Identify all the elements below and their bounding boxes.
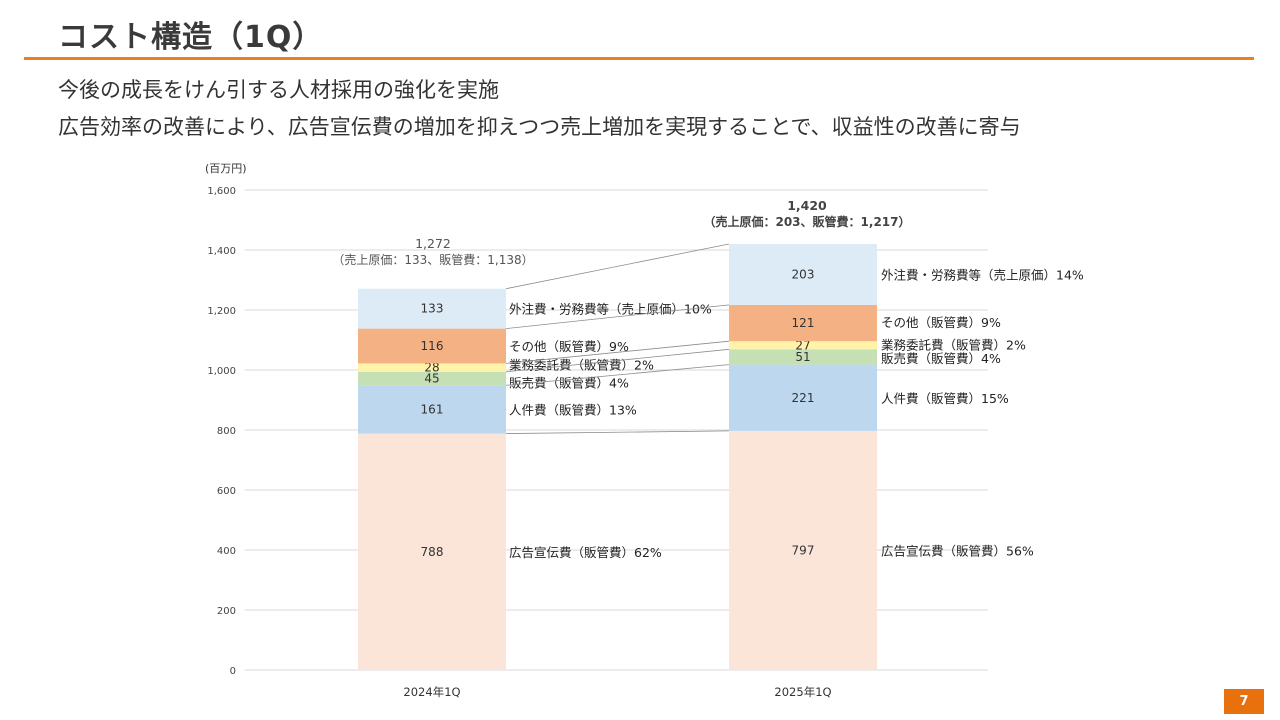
bar-value-label: 28: [424, 361, 439, 375]
series-share-label: その他（販管費）9%: [881, 315, 1001, 330]
bar-segment: [729, 304, 877, 342]
bar-segment: [729, 430, 877, 670]
bar-segment: [358, 385, 506, 434]
bar-value-label: 45: [424, 372, 439, 386]
bar-value-label: 221: [792, 391, 815, 405]
x-category-label: 2025年1Q: [774, 685, 831, 699]
connector-line: [505, 304, 730, 329]
subtitle-line-2: 広告効率の改善により、広告宣伝費の増加を抑えつつ売上増加を実現することで、収益性…: [58, 115, 1021, 139]
bar-value-label: 121: [792, 316, 815, 330]
bar-segment: [358, 363, 506, 372]
y-tick-label: 1,600: [207, 186, 236, 197]
y-tick-label: 1,000: [207, 366, 236, 377]
series-share-label: 業務委託費（販管費）2%: [509, 358, 654, 373]
page-title: コスト構造（1Q）: [58, 20, 324, 55]
series-share-label: 人件費（販管費）13%: [509, 402, 637, 417]
bar-segment: [358, 328, 506, 364]
bar-value-label: 133: [421, 302, 444, 316]
connector-line: [505, 364, 730, 386]
y-tick-label: 1,400: [207, 246, 236, 257]
bar-value-label: 116: [421, 339, 444, 353]
connector-line: [505, 243, 730, 290]
bar-value-label: 51: [795, 350, 810, 364]
series-share-label: 広告宣伝費（販管費）62%: [509, 545, 662, 560]
series-share-label: 販売費（販管費）4%: [881, 351, 1001, 366]
total-breakdown-label: （売上原価：203、販管費：1,217）: [703, 214, 910, 229]
bar-segment: [729, 341, 877, 350]
y-tick-label: 600: [217, 486, 236, 497]
bar-segment: [729, 364, 877, 431]
bar-segment: [358, 288, 506, 329]
bar-segment: [729, 244, 877, 305]
connector-line: [505, 430, 730, 434]
bar-value-label: 797: [792, 543, 815, 557]
bar-value-label: 161: [421, 402, 444, 416]
series-share-label: その他（販管費）9%: [509, 339, 629, 354]
bar-segment: [729, 349, 877, 365]
y-tick-label: 1,200: [207, 306, 236, 317]
y-tick-label: 400: [217, 546, 236, 557]
connector-line: [505, 348, 730, 373]
series-share-label: 外注費・労務費等（売上原価）10%: [509, 302, 712, 317]
subtitle-line-1: 今後の成長をけん引する人材採用の強化を実施: [58, 78, 499, 102]
bar-value-label: 27: [795, 338, 810, 352]
y-tick-label: 200: [217, 606, 236, 617]
total-label: 1,420: [787, 198, 827, 213]
y-tick-label: 0: [230, 666, 236, 677]
total-breakdown-label: （売上原価：133、販管費：1,138）: [332, 252, 533, 267]
series-share-label: 広告宣伝費（販管費）56%: [881, 543, 1034, 558]
series-share-label: 人件費（販管費）15%: [881, 391, 1009, 406]
series-share-label: 外注費・労務費等（売上原価）14%: [881, 267, 1084, 282]
connector-line: [505, 340, 730, 364]
title-divider: [24, 57, 1254, 60]
total-label: 1,272: [415, 236, 451, 251]
series-share-label: 業務委託費（販管費）2%: [881, 337, 1026, 352]
page-number-badge: 7: [1224, 689, 1264, 714]
y-tick-label: 800: [217, 426, 236, 437]
bar-value-label: 788: [421, 545, 444, 559]
y-unit-label: (百万円): [205, 162, 247, 175]
series-share-label: 販売費（販管費）4%: [509, 376, 629, 391]
bar-segment: [358, 433, 506, 670]
bar-value-label: 203: [792, 267, 815, 281]
x-category-label: 2024年1Q: [403, 685, 460, 699]
bar-segment: [358, 371, 506, 386]
